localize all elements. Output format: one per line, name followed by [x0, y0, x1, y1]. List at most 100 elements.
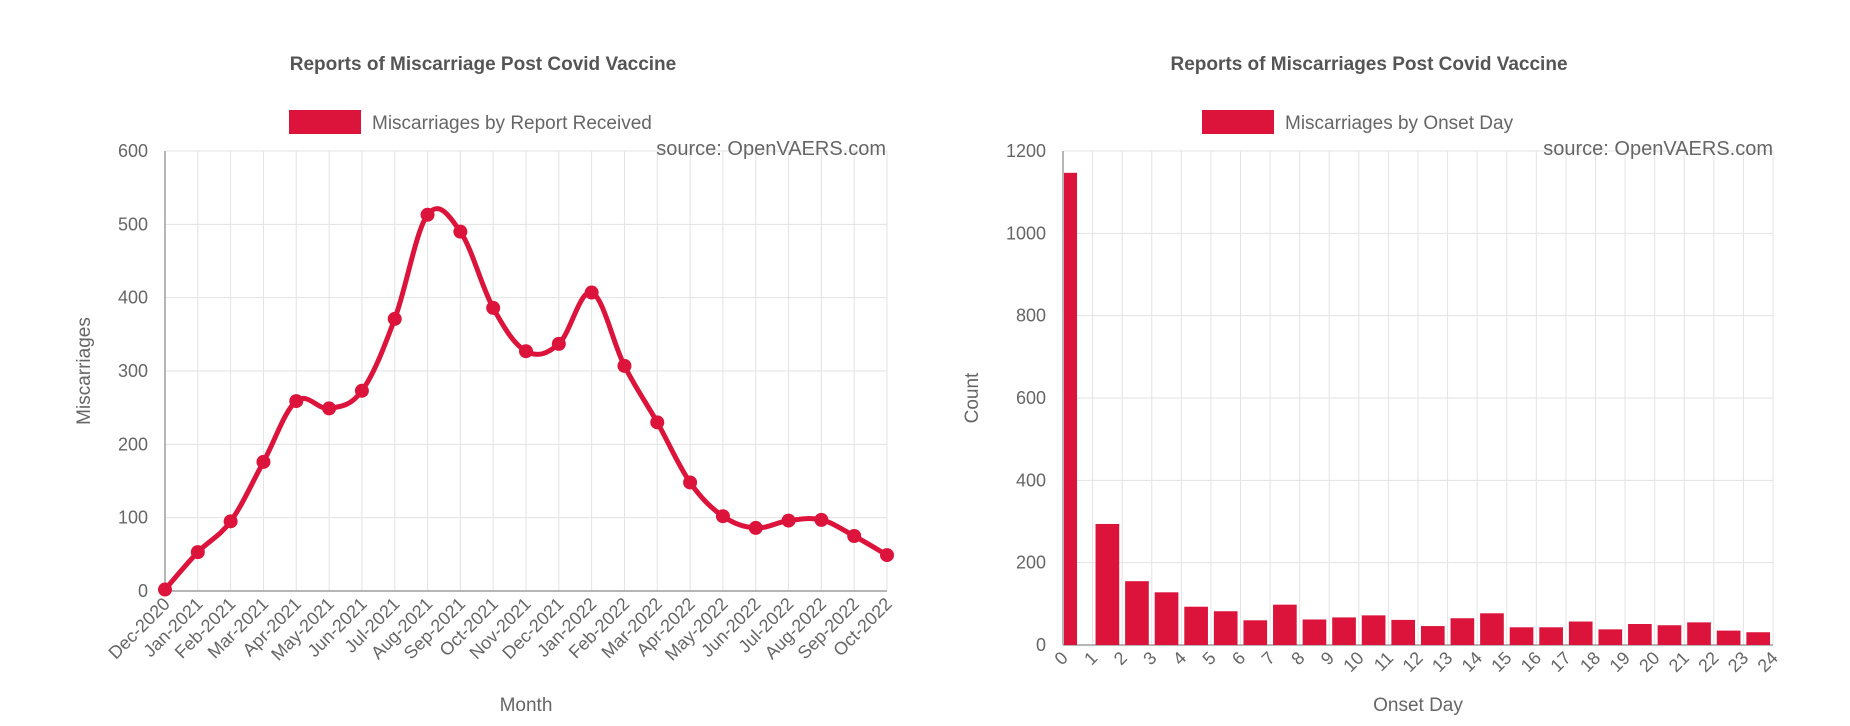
- x-tick-label: 15: [1487, 648, 1515, 676]
- source-label: source: OpenVAERS.com: [1543, 138, 1773, 160]
- data-point: [683, 475, 698, 490]
- legend-label: Miscarriages by Onset Day: [1285, 113, 1514, 134]
- bar: [1391, 619, 1416, 645]
- x-tick-label: 13: [1428, 648, 1456, 676]
- data-point: [781, 513, 796, 528]
- x-tick-label: 24: [1754, 648, 1782, 676]
- y-tick-label: 200: [118, 434, 148, 454]
- x-tick-label: 17: [1546, 648, 1574, 676]
- y-tick-label: 1000: [1006, 223, 1046, 243]
- data-point: [617, 358, 632, 373]
- data-point: [158, 582, 172, 597]
- data-point: [814, 512, 829, 527]
- bar: [1332, 617, 1356, 645]
- bar: [1420, 626, 1445, 645]
- data-point: [880, 548, 894, 563]
- x-tick-label: 18: [1576, 648, 1604, 676]
- data-point: [715, 509, 730, 524]
- line-chart: Reports of Miscarriage Post Covid Vaccin…: [74, 54, 896, 716]
- data-point: [223, 514, 238, 529]
- bar: [1628, 624, 1652, 645]
- bar: [1213, 611, 1238, 645]
- y-tick-label: 400: [118, 288, 148, 308]
- x-tick-label: 16: [1517, 648, 1545, 676]
- x-tick-label: 0: [1051, 648, 1072, 669]
- bar: [1302, 619, 1327, 645]
- y-axis-title: Count: [962, 372, 983, 423]
- x-tick-label: 21: [1665, 648, 1693, 676]
- y-tick-label: 500: [118, 214, 148, 234]
- x-tick-label: 19: [1606, 648, 1634, 676]
- y-tick-label: 200: [1016, 553, 1046, 573]
- x-tick-label: 11: [1370, 648, 1397, 675]
- data-point: [190, 545, 205, 560]
- source-label: source: OpenVAERS.com: [656, 138, 886, 160]
- y-tick-label: 600: [1016, 388, 1046, 408]
- x-tick-label: 14: [1458, 648, 1486, 676]
- x-tick-label: 2: [1110, 648, 1131, 669]
- data-point: [289, 394, 304, 409]
- data-point: [420, 207, 435, 222]
- y-tick-label: 0: [138, 581, 148, 601]
- bar: [1480, 613, 1504, 645]
- x-tick-label: 4: [1169, 648, 1190, 669]
- x-tick-label: 6: [1228, 648, 1249, 669]
- bar: [1361, 615, 1386, 645]
- x-tick-label: 5: [1199, 648, 1220, 669]
- x-axis-title: Onset Day: [1373, 695, 1463, 716]
- legend-swatch: [289, 110, 361, 134]
- data-point: [486, 300, 501, 315]
- bar: [1657, 625, 1682, 645]
- x-tick-label: 9: [1317, 648, 1338, 669]
- data-point: [453, 224, 468, 239]
- x-tick-label: 8: [1287, 648, 1308, 669]
- bar: [1509, 627, 1534, 645]
- x-tick-label: 7: [1258, 648, 1279, 669]
- bar: [1243, 620, 1268, 645]
- bar: [1154, 592, 1179, 645]
- bar: [1687, 622, 1711, 645]
- data-point: [847, 529, 862, 543]
- data-point: [551, 336, 566, 351]
- bar: [1598, 629, 1623, 645]
- x-tick-label: 1: [1080, 648, 1101, 669]
- data-point: [354, 383, 369, 398]
- legend-label: Miscarriages by Report Received: [372, 113, 652, 134]
- bar: [1273, 604, 1297, 645]
- y-tick-label: 100: [118, 508, 148, 528]
- data-point: [584, 285, 599, 300]
- chart-title: Reports of Miscarriage Post Covid Vaccin…: [290, 54, 676, 75]
- data-point: [256, 454, 271, 469]
- x-tick-label: 12: [1399, 648, 1427, 676]
- bar-chart: Reports of Miscarriages Post Covid Vacci…: [962, 54, 1782, 716]
- y-tick-label: 300: [118, 361, 148, 381]
- y-tick-label: 600: [118, 141, 148, 161]
- y-tick-label: 400: [1016, 470, 1046, 490]
- x-tick-label: 20: [1635, 648, 1663, 676]
- data-point: [519, 344, 533, 359]
- data-point: [650, 415, 665, 430]
- bar: [1095, 523, 1120, 645]
- x-tick-label: 22: [1694, 648, 1722, 676]
- bar: [1539, 627, 1563, 645]
- bar: [1450, 618, 1475, 645]
- bar: [1125, 581, 1149, 645]
- x-tick-label: 23: [1724, 648, 1752, 676]
- bar: [1184, 606, 1208, 645]
- data-point: [387, 311, 402, 326]
- bar: [1064, 172, 1078, 645]
- x-tick-label: 10: [1339, 648, 1367, 676]
- y-tick-label: 800: [1016, 306, 1046, 326]
- bar: [1746, 632, 1771, 645]
- y-tick-label: 1200: [1006, 141, 1046, 161]
- bar: [1568, 621, 1593, 645]
- data-point: [322, 401, 337, 416]
- y-axis-title: Miscarriages: [74, 317, 95, 425]
- x-tick-label: 3: [1139, 648, 1160, 669]
- chart-title: Reports of Miscarriages Post Covid Vacci…: [1170, 54, 1567, 75]
- x-axis-title: Month: [500, 695, 553, 716]
- y-tick-label: 0: [1036, 635, 1046, 655]
- data-point: [748, 520, 763, 535]
- bar: [1716, 630, 1741, 645]
